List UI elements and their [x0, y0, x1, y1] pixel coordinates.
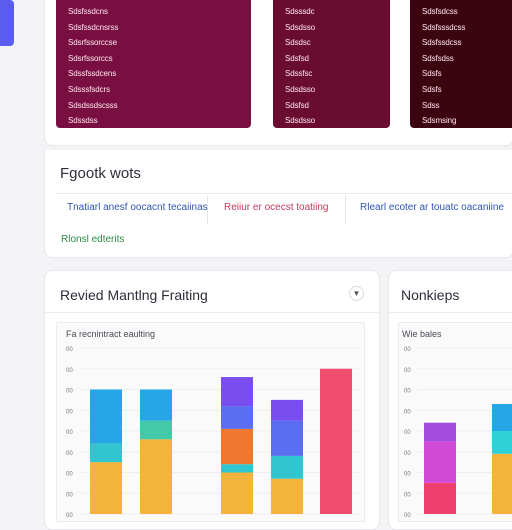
y-tick-label: 00: [66, 389, 73, 395]
bar-segment: [271, 420, 303, 456]
summary-list-item: Sdsdsso: [285, 22, 315, 32]
y-tick-label: 00: [66, 347, 73, 353]
chart-card-title: Revied Mantlng Fraiting: [60, 287, 208, 303]
y-tick-label: 00: [66, 492, 73, 498]
summary-list-item: Sdssfssdcens: [68, 69, 117, 79]
summary-list-item: Sdsfssdcnsrss: [68, 22, 119, 32]
bar-segment: [140, 420, 172, 440]
y-tick-label: 00: [404, 513, 411, 519]
feedback-title: Fgootk wots: [60, 165, 141, 182]
bar-segment: [90, 443, 122, 463]
sidebar-accent-strip: [0, 0, 14, 46]
chart-plot-label: Wie bales: [402, 329, 442, 339]
bar-segment: [221, 472, 253, 514]
feedback-note: Rlonsl edterits: [61, 234, 125, 245]
summary-list-item: Sdssfsc: [285, 69, 313, 79]
bar-segment: [492, 453, 512, 514]
y-tick-label: 00: [404, 492, 411, 498]
summary-list-item: Sdsfsssdcss: [422, 22, 466, 32]
bar-segment: [424, 482, 456, 514]
summary-list-item: Sdsdssdscsss: [68, 100, 118, 110]
summary-list-item: Sdsfsdss: [422, 53, 454, 63]
y-tick-label: 00: [404, 451, 411, 457]
bar-segment: [221, 464, 253, 473]
bar-segment: [271, 455, 303, 479]
feedback-divider: [56, 193, 512, 194]
feedback-link-1[interactable]: Tnatiarl anesf oocacnt tecaiinas: [56, 196, 208, 224]
summary-list-item: Sdsfssdcns: [68, 7, 108, 16]
summary-list-item: Sdsssfsdcrs: [68, 84, 111, 94]
summary-list-item: Sdsmsing: [422, 116, 457, 126]
bar-segment: [90, 389, 122, 444]
bar-segment: [424, 441, 456, 483]
bar-segment: [221, 377, 253, 407]
y-tick-label: 00: [404, 472, 411, 478]
summary-list-item: Sdsssdc: [285, 7, 315, 16]
bar-segment: [492, 404, 512, 431]
y-tick-label: 00: [404, 347, 411, 353]
summary-list-item: Sdsrfssorccse: [68, 38, 117, 48]
y-tick-label: 00: [66, 472, 73, 478]
summary-list-item: Sdssdss: [68, 116, 98, 126]
y-tick-label: 00: [404, 389, 411, 395]
chart-card-divider: [388, 312, 512, 313]
bar-segment: [140, 439, 172, 514]
y-tick-label: 00: [66, 368, 73, 374]
summary-list-item: Sdsfssdcss: [422, 38, 462, 48]
summary-list-item: Sdss: [422, 100, 440, 110]
bar-segment: [424, 422, 456, 442]
bar-segment: [221, 406, 253, 429]
summary-list-item: Sdsdsso: [285, 84, 315, 94]
summary-panel-tertiary: Sdsfsdcss Sdsfsssdcss Sdsfssdcss Sdsfsdss Sd…: [410, 0, 512, 128]
y-tick-label: 00: [404, 368, 411, 374]
bar-chart-side: 00 00 00 00 00 00 00 00 00: [404, 347, 512, 519]
summary-list-item: Sdsfsd: [285, 100, 309, 110]
summary-list: Sdsfsdcss Sdsfsssdcss Sdsfssdcss Sdsfsdss Sd…: [422, 4, 512, 129]
summary-list: Sdsssdc Sdsdsso Sdsdsc Sdsfsd Sdssfsc Sdsdsso…: [285, 4, 390, 129]
y-tick-label: 00: [66, 513, 73, 519]
bar-segment: [221, 428, 253, 465]
feedback-link-3[interactable]: Rlearl ecoter ar touatc oacaniine: [360, 202, 504, 213]
y-tick-label: 00: [66, 451, 73, 457]
feedback-link-2[interactable]: Reiiur er ocecst toatiing: [208, 196, 346, 224]
bar-segment: [271, 478, 303, 514]
y-tick-label: 00: [66, 430, 73, 436]
bar-segment: [320, 368, 352, 514]
summary-list-item: Sdsfs: [422, 84, 442, 94]
summary-list-item: Sdsdsso: [285, 116, 315, 126]
summary-list: Sdsfssdcns Sdsfssdcnsrss Sdsrfssorccse Sdsr…: [68, 4, 251, 129]
summary-list-item: Sdsfsd: [285, 53, 309, 63]
summary-panel-primary: Sdsfssdcns Sdsfssdcnsrss Sdsrfssorccse Sdsr…: [56, 0, 251, 128]
summary-list-item: Sdsfsdcss: [422, 7, 458, 16]
chart-card-title: Nonkieps: [401, 287, 460, 303]
bar-segment: [492, 431, 512, 454]
bar-segment: [90, 462, 122, 514]
summary-list-item: Sdsdsc: [285, 38, 311, 48]
chart-card-divider: [44, 312, 380, 313]
bar-segment: [271, 399, 303, 421]
y-tick-label: 00: [404, 430, 411, 436]
summary-panel-secondary: Sdsssdc Sdsdsso Sdsdsc Sdsfsd Sdssfsc Sdsdsso…: [273, 0, 390, 128]
chevron-down-icon[interactable]: ▼: [349, 286, 364, 301]
y-tick-label: 00: [66, 409, 73, 415]
summary-list-item: Sdsrfssorccs: [68, 53, 113, 63]
y-tick-label: 00: [404, 409, 411, 415]
summary-list-item: Sdsfs: [422, 69, 442, 79]
bar-chart-main: 00 00 00 00 00 00 00 00 00: [66, 347, 358, 519]
feedback-card: [44, 150, 512, 258]
bar-segment: [140, 389, 172, 421]
chart-plot-label: Fa recnintract eaulting: [66, 329, 156, 339]
